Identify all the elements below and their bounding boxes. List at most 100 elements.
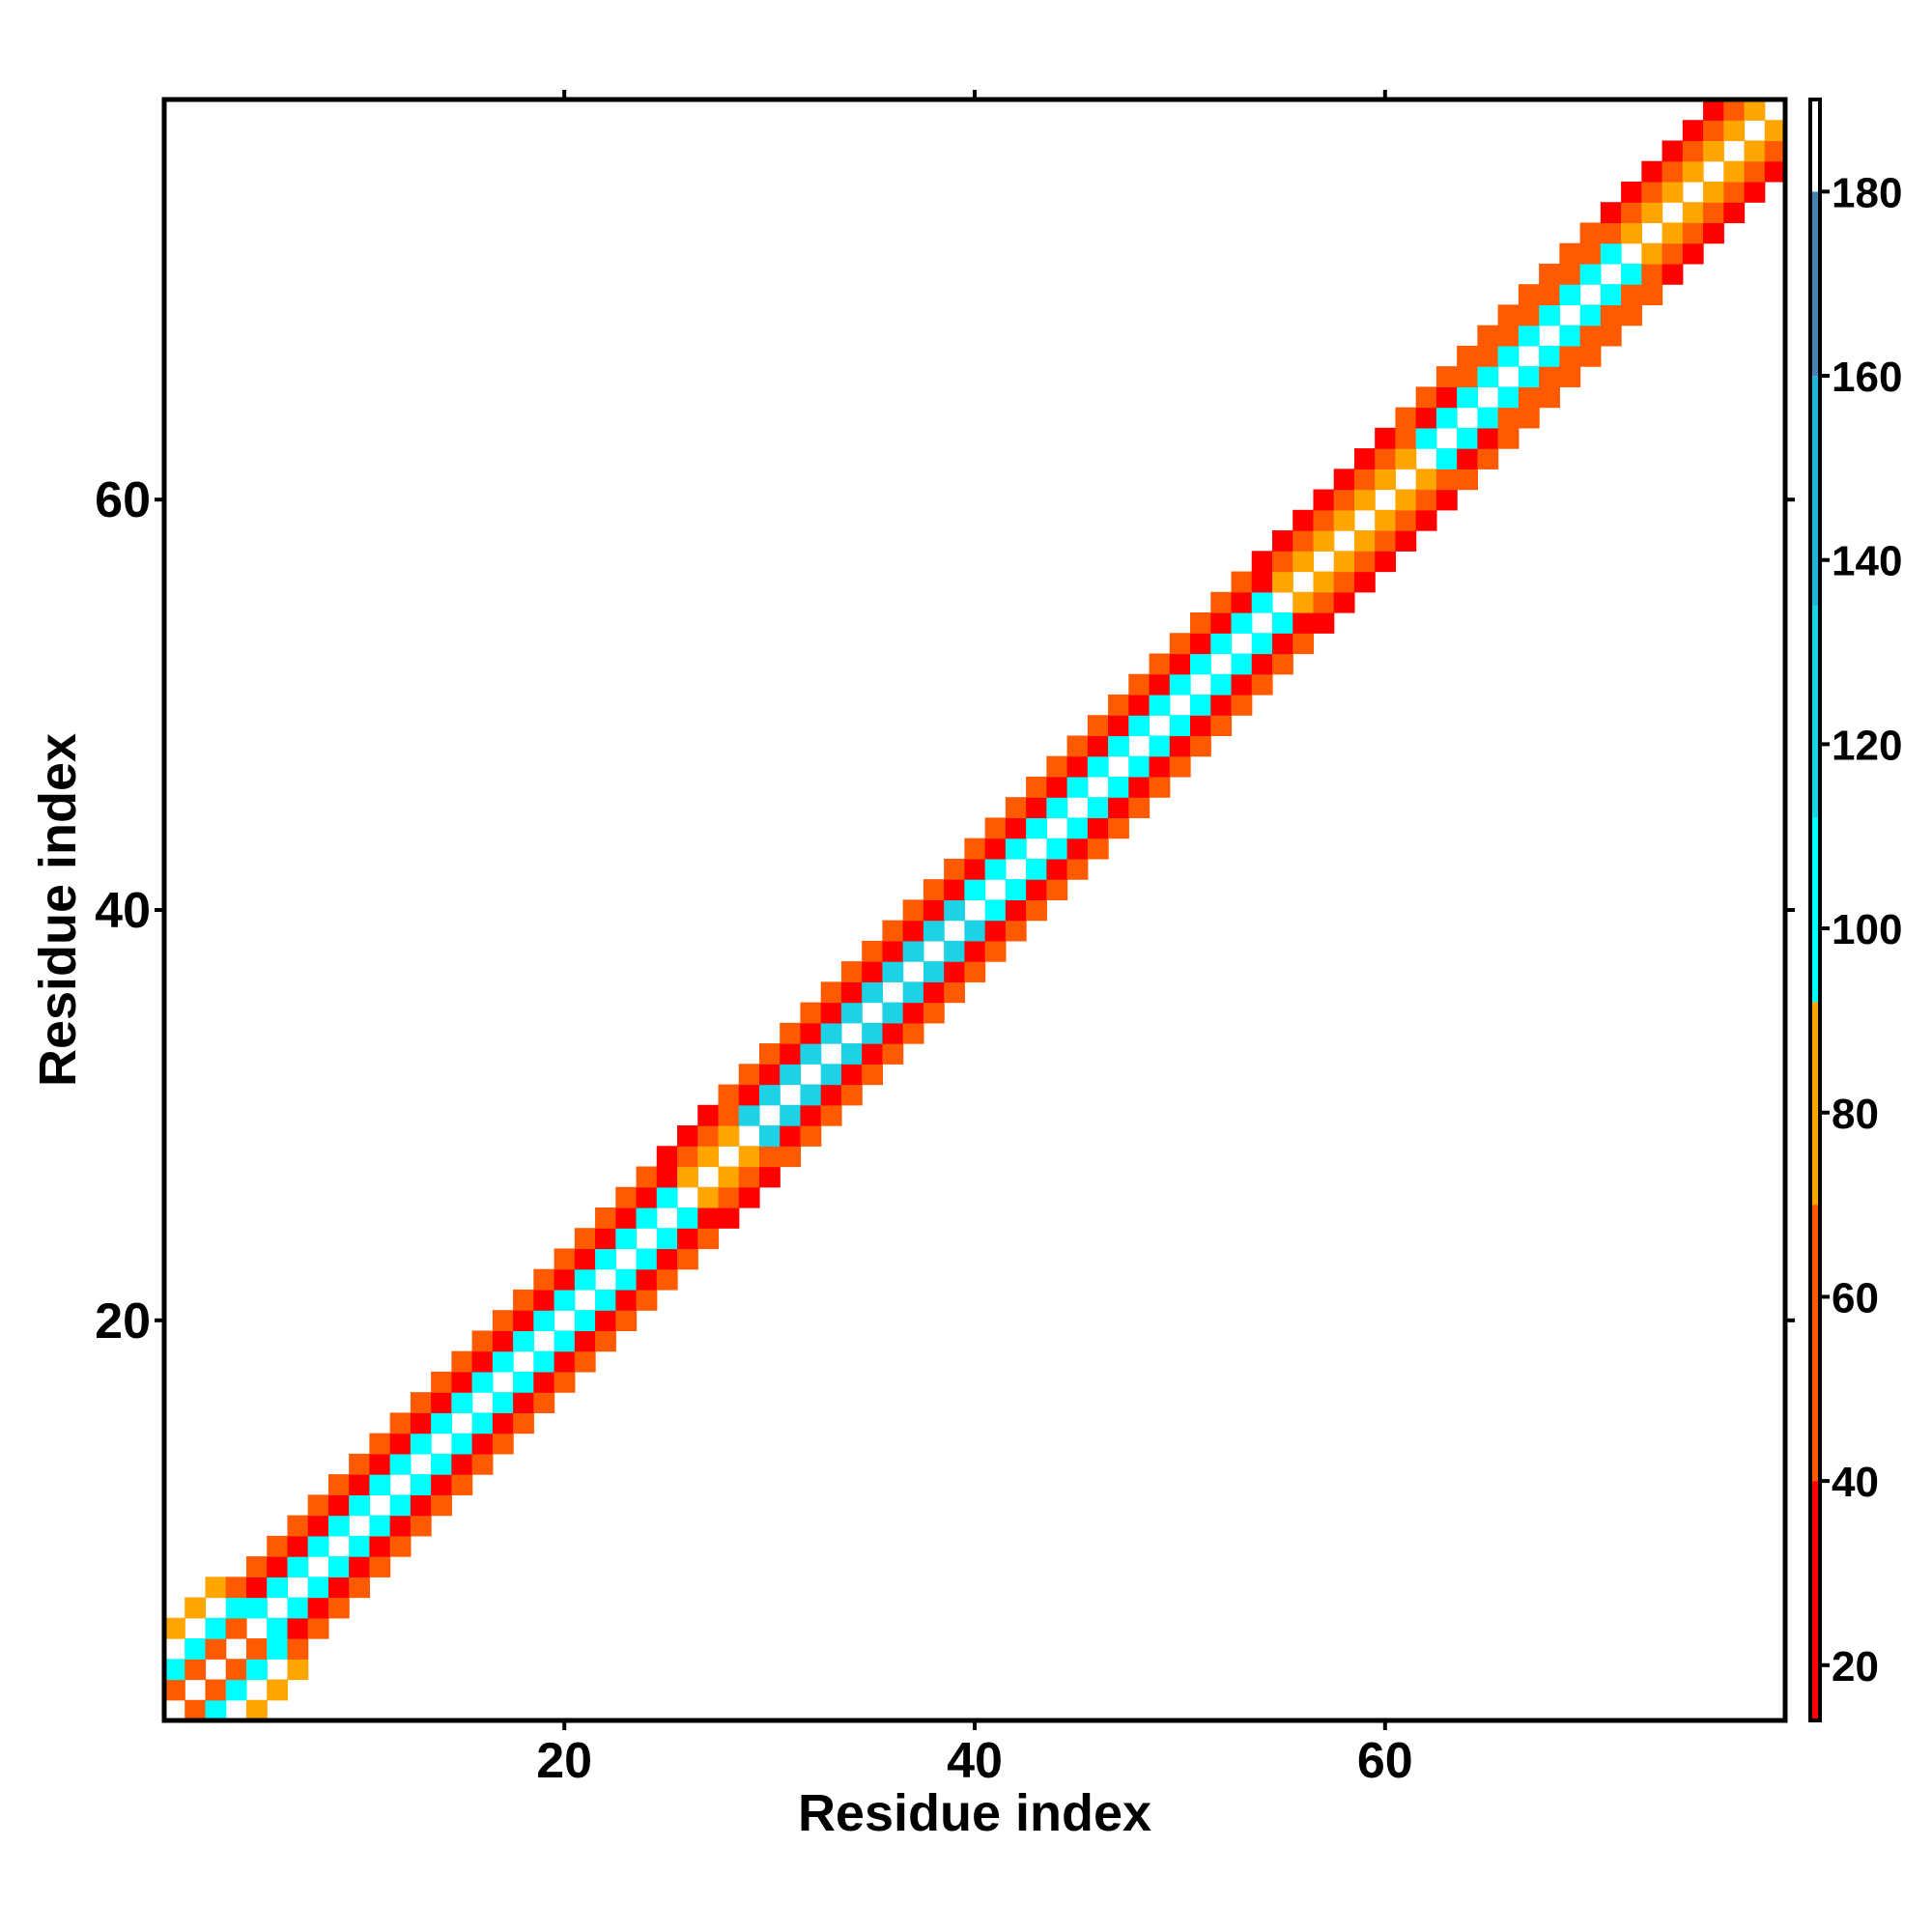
heatmap-cell: [1497, 304, 1520, 327]
heatmap-cell: [1026, 858, 1047, 880]
heatmap-cell: [1744, 99, 1766, 121]
heatmap-cell: [451, 1433, 473, 1455]
heatmap-cell: [738, 1146, 760, 1168]
heatmap-cell: [1108, 797, 1129, 819]
heatmap-cell: [1087, 735, 1109, 757]
heatmap-cell: [1395, 427, 1417, 449]
heatmap-cell: [1539, 386, 1560, 409]
heatmap-cell: [1293, 551, 1315, 573]
heatmap-cell: [636, 1289, 658, 1311]
heatmap-cell: [369, 1453, 391, 1475]
heatmap-cell: [1457, 427, 1478, 449]
heatmap-cell: [1313, 591, 1335, 613]
heatmap-cell: [1005, 920, 1027, 942]
heatmap-cell: [800, 1002, 822, 1024]
heatmap-cell: [451, 1371, 473, 1393]
heatmap-cell: [718, 1166, 740, 1188]
heatmap-cell: [984, 817, 1007, 839]
heatmap-cell: [780, 1022, 802, 1044]
heatmap-cell: [1477, 345, 1499, 367]
heatmap-cell: [471, 1453, 494, 1475]
heatmap-cell: [862, 940, 884, 962]
heatmap-cell: [738, 1104, 760, 1126]
heatmap-cell: [1353, 571, 1376, 593]
heatmap-cell: [944, 940, 965, 962]
heatmap-cell: [1682, 242, 1704, 265]
heatmap-cell: [615, 1207, 638, 1229]
heatmap-cell: [1477, 407, 1499, 429]
heatmap-cell: [245, 1699, 268, 1721]
heatmap-cell: [1271, 571, 1293, 593]
heatmap-cell: [1435, 366, 1458, 387]
heatmap-cell: [225, 1659, 247, 1681]
heatmap-cell: [349, 1577, 371, 1599]
x-axis-title: Residue index: [798, 1784, 1151, 1842]
heatmap-cell: [1271, 633, 1293, 655]
heatmap-cell: [389, 1515, 412, 1537]
colorbar-segment: [1810, 99, 1820, 192]
heatmap-cell: [656, 1268, 678, 1291]
heatmap-cell: [327, 1577, 350, 1599]
heatmap-cell: [205, 1617, 227, 1639]
heatmap-cell: [327, 1494, 350, 1517]
heatmap-cell: [697, 1146, 720, 1168]
heatmap-cell: [1293, 612, 1315, 634]
heatmap-cell: [1579, 345, 1602, 367]
heatmap-cell: [1579, 242, 1602, 265]
heatmap-cell: [1026, 817, 1047, 839]
heatmap-cell: [1539, 345, 1560, 367]
heatmap-cell: [410, 1515, 432, 1537]
heatmap-cell: [1457, 386, 1478, 409]
heatmap-cell: [205, 1638, 227, 1660]
heatmap-cell: [656, 1186, 678, 1208]
heatmap-cell: [1026, 879, 1047, 900]
heatmap-cell: [1251, 673, 1273, 696]
colorbar-frame: [1808, 98, 1822, 1722]
heatmap-cell: [615, 1289, 638, 1311]
heatmap-cell: [1087, 755, 1109, 778]
heatmap-cell: [554, 1289, 576, 1311]
heatmap-cell: [1457, 448, 1478, 469]
heatmap-cell: [944, 879, 965, 900]
heatmap-cell: [1210, 715, 1233, 737]
heatmap-cell: [820, 981, 842, 1004]
heatmap-cell: [1005, 817, 1027, 839]
heatmap-cell: [1539, 263, 1560, 285]
heatmap-cell: [1662, 222, 1684, 244]
heatmap-cell: [327, 1474, 350, 1495]
colorbar: 20 40 60 80 100 120 140 160 180: [1808, 98, 1902, 1722]
heatmap-cell: [1518, 366, 1540, 387]
heatmap-cell: [1703, 181, 1724, 203]
heatmap-cell: [1518, 304, 1540, 327]
heatmap-cell: [471, 1433, 494, 1455]
heatmap-cell: [615, 1310, 638, 1332]
heatmap-cell: [471, 1371, 494, 1393]
heatmap-cell: [820, 1104, 842, 1126]
heatmap-cell: [1375, 530, 1397, 552]
heatmap-cell: [451, 1392, 473, 1413]
heatmap-cell: [677, 1207, 698, 1229]
heatmap-cell: [984, 920, 1007, 942]
heatmap-cell: [1703, 140, 1724, 162]
heatmap-cell: [431, 1371, 452, 1393]
heatmap-cell: [1415, 489, 1437, 511]
heatmap-cell: [1149, 673, 1171, 696]
heatmap-cell: [882, 920, 904, 942]
heatmap-cell: [1641, 160, 1663, 183]
heatmap-cell: [1600, 222, 1622, 244]
heatmap-cell: [697, 1228, 720, 1250]
heatmap-cell: [1046, 776, 1068, 798]
heatmap-cell: [944, 961, 965, 982]
heatmap-cell: [1682, 160, 1704, 183]
heatmap-cell: [1518, 407, 1540, 429]
heatmap-cell: [533, 1392, 555, 1413]
colorbar-tick-label: 60: [1832, 1274, 1879, 1321]
heatmap-cell: [1600, 304, 1622, 327]
heatmap-cell: [758, 1064, 781, 1086]
heatmap-cell: [1435, 448, 1458, 469]
heatmap-cell: [1723, 181, 1746, 203]
heatmap-cell: [882, 1022, 904, 1044]
heatmap-cell: [1353, 530, 1376, 552]
heatmap-cell: [1641, 284, 1663, 306]
heatmap-cell: [1744, 160, 1766, 183]
